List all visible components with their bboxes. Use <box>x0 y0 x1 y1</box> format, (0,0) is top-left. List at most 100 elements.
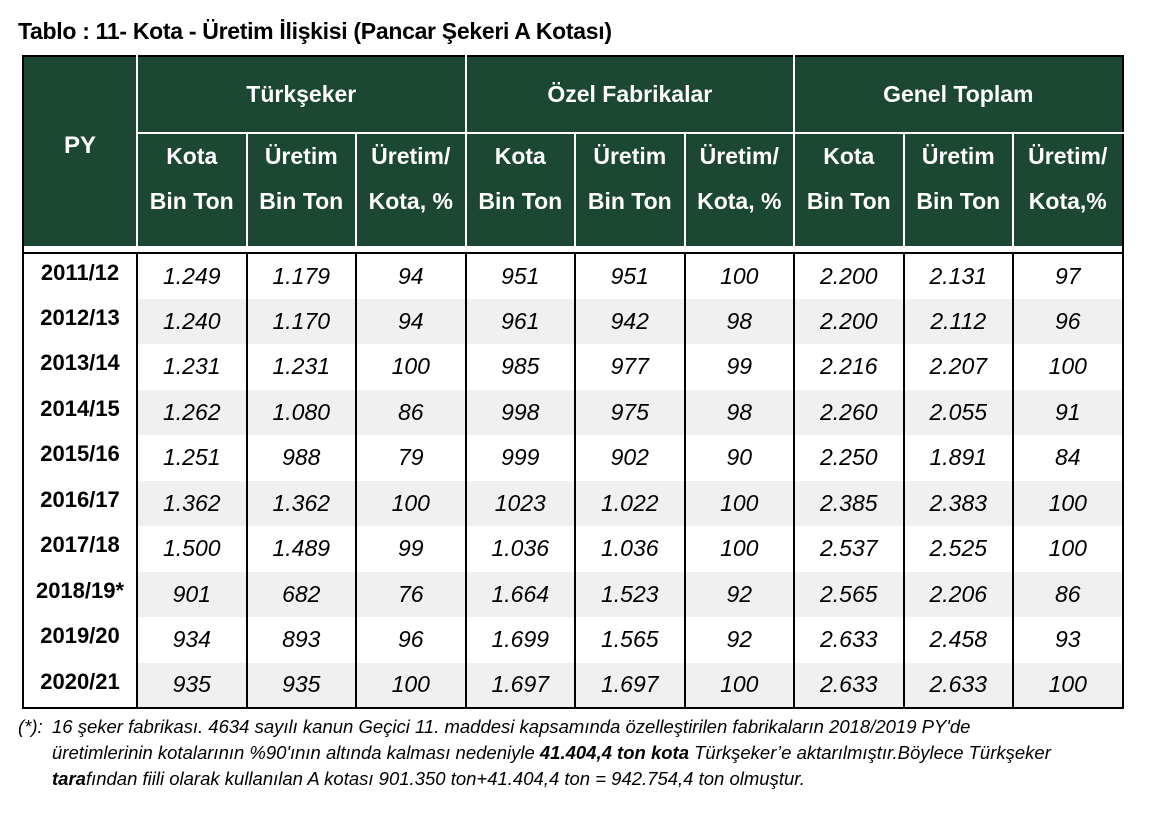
table-cell: 1023 <box>465 480 577 526</box>
table-cell: 902 <box>575 435 686 481</box>
table-cell: 1.231 <box>137 344 248 390</box>
table-cell: 951 <box>575 253 686 299</box>
table-row: 2014/15 1.262 1.080 86 998 975 98 2.260 2.055 91 <box>23 389 1123 435</box>
table-title: Tablo : 11- Kota - Üretim İlişkisi (Panc… <box>18 18 612 44</box>
column-header: Üretim/Kota, % <box>356 133 467 246</box>
table-cell: 98 <box>684 298 796 344</box>
table-cell: 2.250 <box>794 435 905 481</box>
table-cell: 86 <box>1013 571 1123 617</box>
table-cell: 2.633 <box>903 662 1015 708</box>
table-cell: 2.565 <box>794 571 905 617</box>
table-cell: 977 <box>575 344 686 390</box>
table-cell: 1.262 <box>137 389 248 435</box>
table-cell: 1.565 <box>575 617 686 663</box>
table-cell: 1.036 <box>575 526 686 572</box>
table-cell: 1.489 <box>246 526 357 572</box>
column-header-line-2: Kota, % <box>368 188 453 214</box>
table-cell: 1.891 <box>903 435 1015 481</box>
table-cell: 942 <box>575 298 686 344</box>
column-header: Üretim Bin Ton <box>903 133 1015 246</box>
footnote-line-1: 16 şeker fabrikası. 4634 sayılı kanun Ge… <box>52 716 971 737</box>
table-cell: 1.170 <box>246 298 357 344</box>
table-cell: 100 <box>1013 344 1123 390</box>
footnote: (*): 16 şeker fabrikası. 4634 sayılı kan… <box>18 714 1148 792</box>
table-row: 2018/19* 901 682 76 1.664 1.523 92 2.565 2.206 86 <box>23 571 1123 617</box>
table-cell: 1.523 <box>575 571 686 617</box>
column-header: Kota Bin Ton <box>465 133 577 246</box>
table-cell: 1.699 <box>465 617 577 663</box>
column-header-line-1: Kota <box>494 143 546 169</box>
row-period-label: 2011/12 <box>23 253 138 299</box>
row-period-label: 2016/17 <box>23 480 138 526</box>
table-cell: 975 <box>575 389 686 435</box>
column-header: Üretim Bin Ton <box>246 133 357 246</box>
row-period-label: 2020/21 <box>23 662 138 708</box>
column-header-line-1: Üretim <box>921 143 995 169</box>
py-header: PY <box>23 56 138 246</box>
table-row: 2020/21 935 935 100 1.697 1.697 100 2.633 2.633 1… <box>23 662 1123 708</box>
column-header-line-1: Üretim/ <box>699 143 779 169</box>
column-header: Üretim Bin Ton <box>575 133 686 246</box>
table-cell: 100 <box>684 526 796 572</box>
row-period-label: 2014/15 <box>23 389 138 435</box>
row-period-label: 2018/19* <box>23 571 138 617</box>
column-header-line-1: Üretim <box>593 143 667 169</box>
table-cell: 92 <box>684 571 796 617</box>
table-cell: 2.206 <box>903 571 1015 617</box>
table-cell: 2.260 <box>794 389 905 435</box>
column-header-line-1: Kota <box>823 143 875 169</box>
table-cell: 998 <box>465 389 577 435</box>
footnote-bold-quota: 41.404,4 ton kota <box>539 742 689 763</box>
table-cell: 934 <box>137 617 248 663</box>
table-row: 2019/20 934 893 96 1.699 1.565 92 2.633 2.458 93 <box>23 617 1123 663</box>
table-cell: 1.500 <box>137 526 248 572</box>
table-cell: 1.240 <box>137 298 248 344</box>
table-row: 2012/13 1.240 1.170 94 961 942 98 2.200 2.112 96 <box>23 298 1123 344</box>
column-header-line-2: Bin Ton <box>478 188 563 214</box>
table-cell: 935 <box>137 662 248 708</box>
table-cell: 86 <box>356 389 467 435</box>
row-period-label: 2017/18 <box>23 526 138 572</box>
table-cell: 1.697 <box>465 662 577 708</box>
table-cell: 2.216 <box>794 344 905 390</box>
table-cell: 2.525 <box>903 526 1015 572</box>
footnote-mark: (*): <box>18 716 43 737</box>
table-cell: 79 <box>356 435 467 481</box>
table-cell: 97 <box>1013 253 1123 299</box>
row-period-label: 2012/13 <box>23 298 138 344</box>
table-cell: 96 <box>356 617 467 663</box>
table-cell: 100 <box>356 480 467 526</box>
column-header-line-1: Üretim/ <box>371 143 451 169</box>
table-cell: 2.537 <box>794 526 905 572</box>
table-cell: 1.080 <box>246 389 357 435</box>
footnote-line-3: tarafından fiili olarak kullanılan A kot… <box>52 768 805 789</box>
table-cell: 1.022 <box>575 480 686 526</box>
table-cell: 951 <box>465 253 577 299</box>
row-period-label: 2015/16 <box>23 435 138 481</box>
column-header-line-2: Kota,% <box>1028 188 1107 214</box>
table-cell: 84 <box>1013 435 1123 481</box>
table-cell: 100 <box>684 662 796 708</box>
table-cell: 96 <box>1013 298 1123 344</box>
column-header-line-2: Bin Ton <box>806 188 891 214</box>
row-period-label: 2019/20 <box>23 617 138 663</box>
table-cell: 94 <box>356 298 467 344</box>
column-header-line-2: Bin Ton <box>259 188 344 214</box>
table-cell: 99 <box>356 526 467 572</box>
column-header-line-1: Kota <box>166 143 218 169</box>
table-cell: 999 <box>465 435 577 481</box>
group-header-genel-toplam: Genel Toplam <box>794 56 1123 134</box>
table-cell: 100 <box>356 662 467 708</box>
table-cell: 98 <box>684 389 796 435</box>
table-cell: 93 <box>1013 617 1123 663</box>
group-header-turkseker: Türkşeker <box>137 56 467 134</box>
column-header-line-2: Kota, % <box>697 188 782 214</box>
table-cell: 100 <box>684 253 796 299</box>
table-cell: 961 <box>465 298 577 344</box>
table-row: 2015/16 1.251 988 79 999 902 90 2.250 1.891 84 <box>23 435 1123 481</box>
table-cell: 100 <box>684 480 796 526</box>
table-cell: 2.200 <box>794 298 905 344</box>
table-cell: 2.200 <box>794 253 905 299</box>
group-header-ozel-fabrikalar: Özel Fabrikalar <box>465 56 796 134</box>
table-cell: 893 <box>246 617 357 663</box>
